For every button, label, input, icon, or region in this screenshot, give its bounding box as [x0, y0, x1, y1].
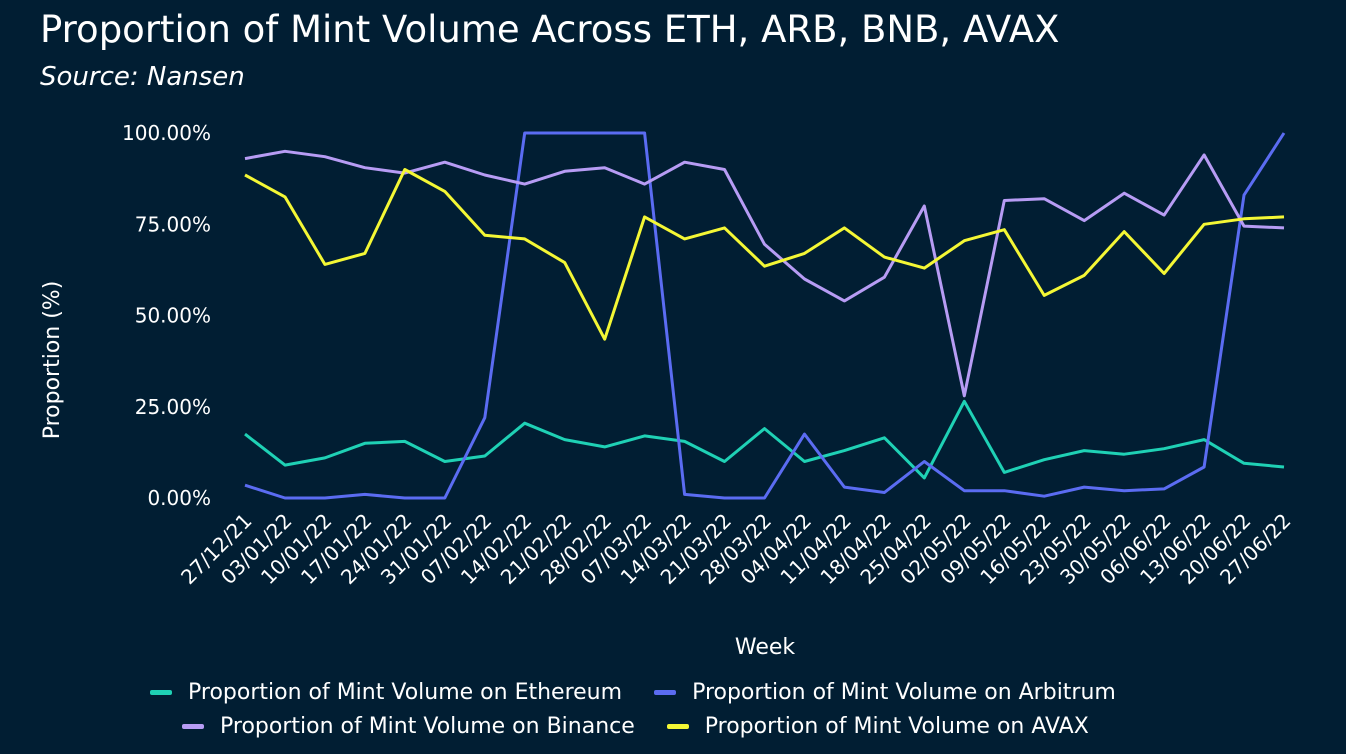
legend-label-arbitrum: Proportion of Mint Volume on Arbitrum [692, 680, 1116, 705]
legend-swatch-binance [182, 724, 204, 729]
series-line-3[interactable] [244, 168, 1285, 341]
legend-label-binance: Proportion of Mint Volume on Binance [220, 714, 635, 739]
series-line-2[interactable] [244, 149, 1285, 398]
y-axis-label: Proportion (%) [40, 281, 65, 440]
legend-label-ethereum: Proportion of Mint Volume on Ethereum [188, 680, 623, 705]
x-axis-ticks: 27/12/2103/01/2210/01/2217/01/2224/01/22… [176, 509, 1295, 589]
x-axis-label: Week [735, 635, 796, 660]
y-tick-label: 50.00% [135, 304, 211, 328]
series-line-0[interactable] [244, 399, 1285, 480]
legend-item-ethereum[interactable]: Proportion of Mint Volume on Ethereum [150, 680, 622, 705]
legend-swatch-avax [666, 724, 689, 729]
legend-label-avax: Proportion of Mint Volume on AVAX [704, 714, 1089, 739]
legend-item-arbitrum[interactable]: Proportion of Mint Volume on Arbitrum [654, 680, 1116, 705]
chart-subtitle: Source: Nansen [40, 62, 245, 92]
chart-title: Proportion of Mint Volume Across ETH, AR… [40, 8, 1060, 51]
line-chart: 0.00% 25.00% 50.00% 75.00% 100.00% 27/12/210… [40, 121, 1296, 660]
y-tick-label: 75.00% [135, 212, 211, 236]
y-tick-label: 25.00% [135, 395, 211, 419]
series-lines [244, 131, 1286, 500]
legend-item-avax[interactable]: Proportion of Mint Volume on AVAX [666, 714, 1089, 739]
legend-item-binance[interactable]: Proportion of Mint Volume on Binance [182, 714, 635, 739]
y-axis-ticks: 0.00% 25.00% 50.00% 75.00% 100.00% [122, 121, 211, 510]
legend-row-2: Proportion of Mint Volume on Binance Pro… [182, 714, 1089, 739]
legend-swatch-ethereum [150, 690, 172, 695]
y-tick-label: 100.00% [122, 121, 211, 145]
series-line-1[interactable] [244, 131, 1286, 500]
y-tick-label: 0.00% [147, 486, 211, 510]
legend-swatch-arbitrum [654, 690, 677, 695]
legend-row-1: Proportion of Mint Volume on Ethereum Pr… [150, 680, 1116, 705]
